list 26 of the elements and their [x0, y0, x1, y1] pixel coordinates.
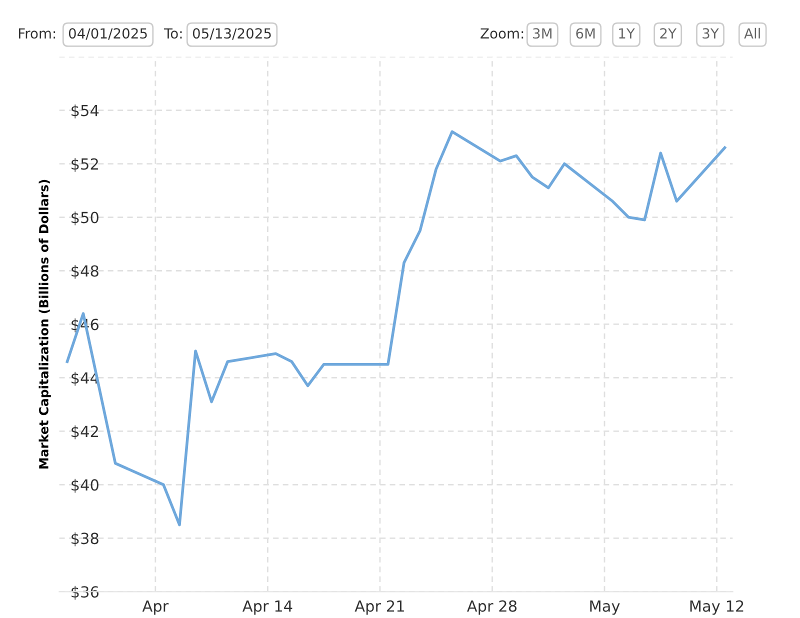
- y-tick-label: $52: [72, 158, 98, 172]
- text: 1Y: [619, 28, 635, 38]
- text: 05/13/2025: [192, 28, 271, 40]
- y-axis-title: Market Capitalization (Billions of Dollars): [38, 180, 51, 468]
- text: 2Y: [660, 28, 677, 38]
- y-tick-label: $38: [72, 532, 98, 546]
- y-tick-label: $50: [72, 211, 98, 226]
- x-tick-label: Apr 14: [242, 600, 292, 615]
- text: 6M: [576, 28, 595, 39]
- text: From:: [18, 28, 56, 39]
- y-tick-label: $48: [72, 264, 98, 279]
- text: To:: [164, 28, 182, 39]
- text: Zoom:: [480, 28, 524, 39]
- text: 3M: [533, 28, 552, 39]
- y-tick-label: $40: [72, 478, 98, 493]
- y-tick-label: $54: [72, 104, 99, 118]
- y-tick-label: $42: [72, 425, 98, 440]
- x-tick-label: Apr 28: [466, 600, 517, 615]
- text: 04/01/2025: [68, 28, 147, 40]
- x-tick-label: May 12: [690, 600, 744, 615]
- x-tick-label: Apr: [142, 600, 169, 615]
- text: 3Y: [702, 28, 719, 39]
- text: All: [744, 28, 760, 38]
- line-series: [66, 130, 726, 526]
- x-tick-label: Apr 21: [354, 600, 404, 615]
- x-tick-label: May: [590, 600, 620, 615]
